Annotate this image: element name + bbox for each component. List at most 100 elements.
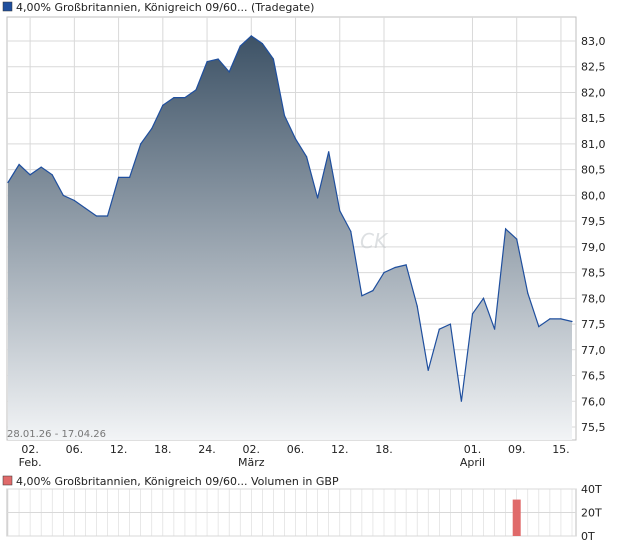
price-y-tick-label: 79,5 bbox=[581, 215, 606, 228]
price-x-month-label: März bbox=[238, 456, 265, 469]
price-y-tick-label: 78,0 bbox=[581, 292, 606, 305]
volume-y-tick-label: 40T bbox=[581, 483, 602, 496]
price-point bbox=[527, 292, 529, 294]
price-legend-label: 4,00% Großbritannien, Königreich 09/60..… bbox=[16, 1, 314, 14]
price-y-tick-label: 80,0 bbox=[581, 189, 606, 202]
price-y-tick-label: 78,5 bbox=[581, 267, 606, 280]
price-y-tick-label: 76,5 bbox=[581, 370, 606, 383]
price-point bbox=[549, 318, 551, 320]
price-point bbox=[383, 272, 385, 274]
price-point bbox=[73, 199, 75, 202]
price-point bbox=[106, 215, 109, 217]
price-point bbox=[206, 61, 208, 63]
price-point bbox=[438, 328, 440, 330]
price-point bbox=[394, 266, 396, 269]
price-x-tick-label: 02. bbox=[243, 443, 261, 456]
price-point bbox=[460, 400, 462, 402]
price-line bbox=[7, 35, 573, 402]
price-point bbox=[217, 58, 219, 60]
price-y-tick-label: 77,5 bbox=[581, 318, 606, 331]
price-y-tick-label: 82,5 bbox=[581, 61, 606, 74]
price-point bbox=[294, 138, 297, 140]
price-x-month-label: April bbox=[460, 456, 485, 469]
price-point bbox=[184, 97, 186, 99]
price-x-tick-label: 02. bbox=[21, 443, 39, 456]
price-x-tick-label: 06. bbox=[66, 443, 84, 456]
price-point bbox=[494, 328, 496, 330]
price-point bbox=[239, 45, 241, 47]
price-point bbox=[339, 210, 341, 212]
watermark: CK bbox=[360, 229, 389, 253]
price-x-tick-label: 06. bbox=[287, 443, 305, 456]
price-point bbox=[571, 320, 573, 323]
volume-legend-swatch bbox=[2, 475, 13, 486]
price-point bbox=[306, 156, 308, 158]
price-point bbox=[416, 305, 418, 307]
price-point bbox=[482, 297, 485, 299]
price-point bbox=[361, 295, 363, 297]
price-y-tick-label: 81,0 bbox=[581, 138, 606, 151]
price-point bbox=[151, 127, 153, 130]
price-point bbox=[228, 71, 230, 73]
price-x-tick-label: 18. bbox=[375, 443, 393, 456]
price-point bbox=[261, 43, 263, 45]
price-area-group bbox=[7, 35, 573, 441]
volume-legend-label: 4,00% Großbritannien, Königreich 09/60..… bbox=[16, 475, 339, 488]
price-point bbox=[173, 97, 175, 99]
volume-y-tick-label: 0T bbox=[581, 530, 595, 543]
price-point bbox=[372, 290, 374, 292]
price-x-tick-label: 15. bbox=[552, 443, 570, 456]
price-point bbox=[95, 215, 98, 217]
price-point bbox=[471, 313, 474, 315]
price-point bbox=[317, 197, 319, 199]
volume-y-tick-label: 20T bbox=[581, 507, 602, 520]
price-point bbox=[129, 176, 131, 178]
price-point bbox=[29, 174, 31, 176]
price-point bbox=[427, 369, 429, 371]
price-point bbox=[516, 238, 518, 240]
price-area bbox=[8, 35, 572, 441]
price-x-tick-label: 18. bbox=[154, 443, 172, 456]
price-point bbox=[538, 326, 540, 328]
price-point bbox=[449, 323, 451, 325]
price-point bbox=[505, 228, 507, 230]
price-y-tick-label: 79,0 bbox=[581, 241, 606, 254]
date-range-label: 28.01.26 - 17.04.26 bbox=[7, 429, 106, 440]
price-y-tick-label: 81,5 bbox=[581, 112, 606, 125]
price-y-tick-label: 75,5 bbox=[581, 421, 606, 434]
price-x-tick-label: 12. bbox=[331, 443, 349, 456]
price-point bbox=[272, 58, 274, 60]
price-y-tick-label: 76,0 bbox=[581, 395, 606, 408]
price-point bbox=[40, 166, 42, 168]
volume-bar bbox=[512, 499, 521, 536]
price-x-tick-label: 24. bbox=[198, 443, 216, 456]
price-point bbox=[162, 104, 164, 106]
volume-grid bbox=[6, 488, 577, 537]
price-point bbox=[140, 143, 142, 145]
price-point bbox=[405, 264, 407, 266]
price-point bbox=[560, 318, 562, 320]
price-x-tick-label: 12. bbox=[110, 443, 128, 456]
price-point bbox=[7, 181, 9, 184]
price-legend-swatch bbox=[2, 1, 13, 12]
price-point bbox=[250, 35, 252, 37]
price-y-tick-label: 80,5 bbox=[581, 164, 606, 177]
price-point bbox=[118, 176, 120, 178]
price-point bbox=[51, 174, 53, 176]
price-x-tick-label: 09. bbox=[508, 443, 526, 456]
price-point bbox=[18, 163, 20, 166]
price-point bbox=[84, 207, 86, 209]
volume-bars bbox=[512, 499, 521, 536]
price-y-tick-label: 77,0 bbox=[581, 344, 606, 357]
price-y-tick-label: 82,0 bbox=[581, 86, 606, 99]
price-x-month-label: Feb. bbox=[19, 456, 42, 469]
price-y-tick-label: 83,0 bbox=[581, 35, 606, 48]
price-point bbox=[283, 115, 286, 117]
price-y-axis: 83,0 82,5 82,0 81,5 81,0 80,5 80,0 79,5 79,0 78,5… bbox=[581, 35, 606, 434]
price-point bbox=[195, 89, 197, 91]
price-point bbox=[350, 230, 352, 232]
price-x-tick-label: 01. bbox=[464, 443, 482, 456]
price-point bbox=[328, 151, 330, 153]
